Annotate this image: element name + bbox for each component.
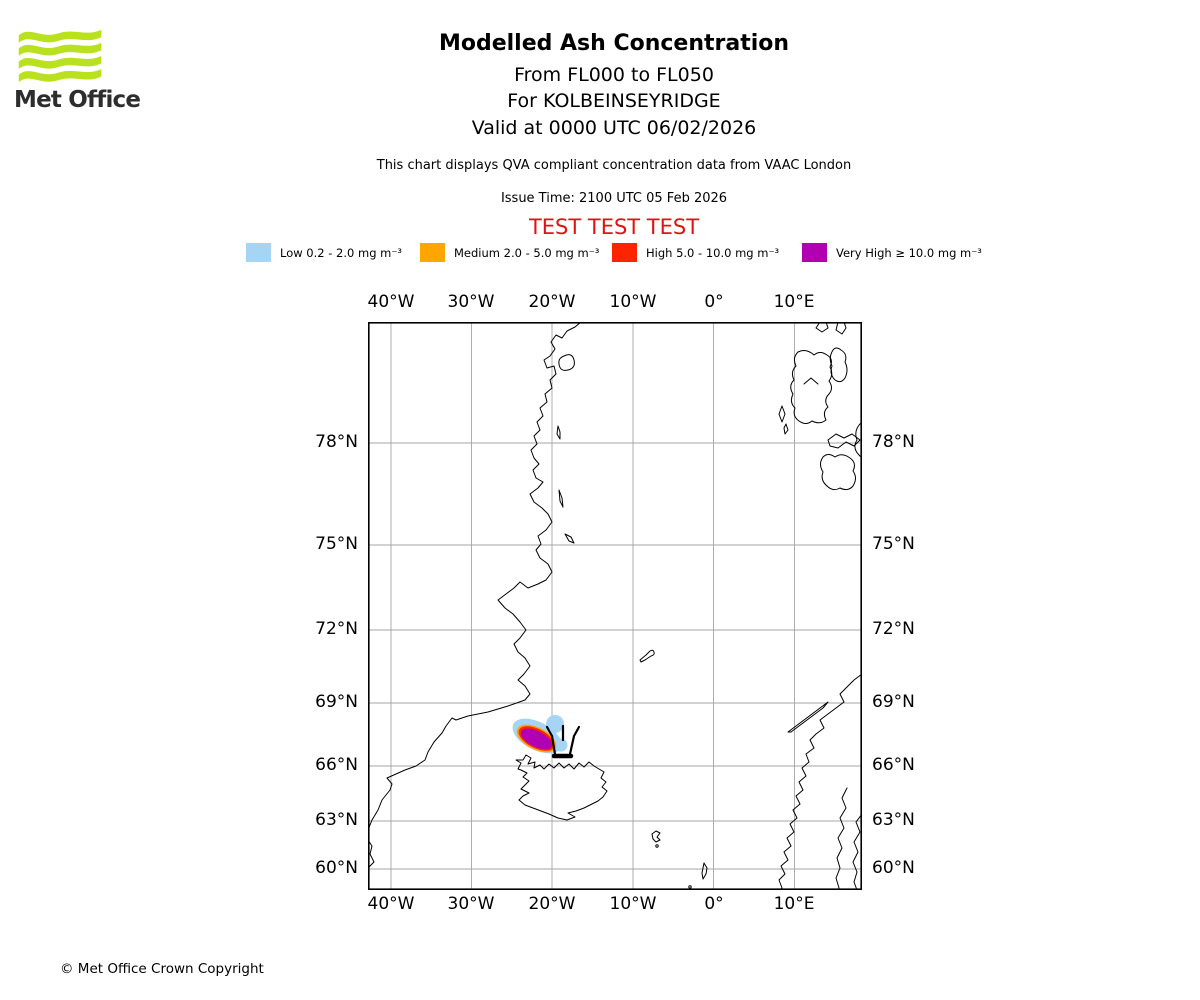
lon-label-bottom-20w: 20°W	[528, 894, 576, 914]
met-office-logo-text: Met Office	[14, 87, 141, 113]
legend-item-very-high: Very High ≥ 10.0 mg m⁻³	[802, 243, 982, 262]
lon-label-top-10w: 10°W	[609, 292, 657, 312]
ash-plume-very-high	[520, 728, 553, 750]
lat-label-left-66n: 66°N	[315, 755, 358, 775]
lon-label-top-0: 0°	[704, 292, 724, 312]
lat-label-right-69n: 69°N	[872, 692, 915, 712]
coastline-greenland-south	[368, 839, 375, 869]
lon-label-bottom-0: 0°	[704, 894, 724, 914]
volcano-eruption-icon	[545, 724, 581, 759]
subtitle-flight-levels: From FL000 to FL050	[514, 64, 714, 86]
lat-label-left-78n: 78°N	[315, 432, 358, 452]
page-title: Modelled Ash Concentration	[438, 31, 790, 56]
lat-label-left-63n: 63°N	[315, 810, 358, 830]
legend-swatch-high	[612, 243, 637, 262]
lon-label-bottom-40w: 40°W	[367, 894, 415, 914]
lat-label-right-63n: 63°N	[872, 810, 915, 830]
lon-label-bottom-10w: 10°W	[609, 894, 657, 914]
copyright-notice: © Met Office Crown Copyright	[60, 961, 264, 977]
ash-plume	[512, 715, 568, 754]
lat-label-right-66n: 66°N	[872, 755, 915, 775]
lon-label-top-40w: 40°W	[367, 292, 415, 312]
lat-label-left-72n: 72°N	[315, 619, 358, 639]
map-canvas	[368, 322, 862, 890]
issue-time: Issue Time: 2100 UTC 05 Feb 2026	[500, 191, 728, 206]
subtitle-volcano: For KOLBEINSEYRIDGE	[507, 90, 721, 112]
coastline-iceland	[515, 754, 608, 821]
legend-swatch-low	[246, 243, 271, 262]
legend-label-high: High 5.0 - 10.0 mg m⁻³	[646, 245, 780, 260]
island-shetland	[701, 862, 708, 880]
lon-label-top-20w: 20°W	[528, 292, 576, 312]
legend-label-low: Low 0.2 - 2.0 mg m⁻³	[280, 245, 403, 260]
coastline-norway	[778, 673, 862, 890]
coastline-svalbard	[778, 322, 862, 491]
subtitle-valid-time: Valid at 0000 UTC 06/02/2026	[471, 117, 757, 139]
legend-item-medium: Medium 2.0 - 5.0 mg m⁻³	[420, 243, 599, 262]
islet-south	[688, 885, 692, 889]
legend-item-high: High 5.0 - 10.0 mg m⁻³	[612, 243, 779, 262]
legend-swatch-very-high	[802, 243, 827, 262]
lat-label-right-78n: 78°N	[872, 432, 915, 452]
test-banner: TEST TEST TEST	[528, 215, 700, 239]
islands-faroe	[651, 830, 661, 843]
lon-label-top-10e: 10°E	[773, 292, 815, 312]
islands-faroe-islet	[655, 844, 659, 848]
lat-label-right-72n: 72°N	[872, 619, 915, 639]
lon-label-top-30w: 30°W	[447, 292, 495, 312]
lat-label-left-69n: 69°N	[315, 692, 358, 712]
legend-item-low: Low 0.2 - 2.0 mg m⁻³	[246, 243, 402, 262]
qva-description: This chart displays QVA compliant concen…	[376, 158, 852, 173]
greenland-offshore-islands	[556, 354, 575, 544]
legend-label-very-high: Very High ≥ 10.0 mg m⁻³	[836, 245, 982, 260]
coastline-greenland	[368, 322, 582, 831]
met-office-waves-icon	[18, 29, 102, 83]
legend-swatch-medium	[420, 243, 445, 262]
legend-label-medium: Medium 2.0 - 5.0 mg m⁻³	[454, 245, 600, 260]
lon-label-bottom-10e: 10°E	[773, 894, 815, 914]
grid-lines	[368, 322, 862, 890]
met-office-logo: Met Office	[14, 24, 144, 113]
island-jan-mayen	[639, 649, 655, 663]
lon-label-bottom-30w: 30°W	[447, 894, 495, 914]
lat-label-right-75n: 75°N	[872, 534, 915, 554]
map-border	[368, 322, 862, 890]
lat-label-left-60n: 60°N	[315, 858, 358, 878]
lat-label-right-60n: 60°N	[872, 858, 915, 878]
lat-label-left-75n: 75°N	[315, 534, 358, 554]
